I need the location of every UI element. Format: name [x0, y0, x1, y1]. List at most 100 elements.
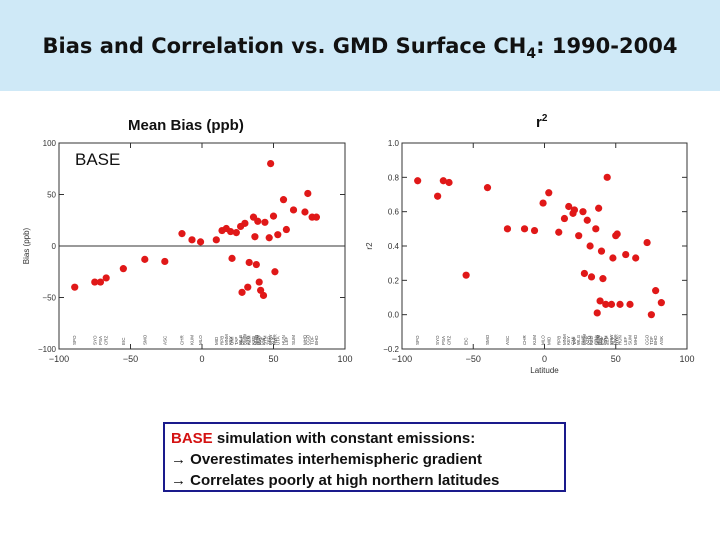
chart2-station-label: KZM: [588, 335, 593, 345]
chart1-station-label: TAP: [234, 337, 239, 345]
chart1-station-label: MLO: [198, 335, 203, 345]
chart2-station-label: PSA: [441, 336, 446, 345]
chart2-point: [613, 230, 621, 238]
chart2-station-label: BSC: [598, 335, 603, 345]
chart1-station-label: SMO: [142, 334, 147, 345]
chart1-station-label: SPO: [72, 335, 77, 345]
note-base-word: BASE: [171, 430, 213, 447]
note-line1: simulation with constant emissions:: [212, 430, 476, 447]
chart2-ytick-label: 0.4: [388, 242, 400, 251]
right-panel-label: r2: [536, 113, 548, 131]
chart2-point: [483, 184, 492, 192]
chart2-xtick-label: 100: [679, 354, 694, 364]
chart2-point: [583, 216, 591, 224]
chart2-point: [434, 192, 442, 200]
chart1-point: [245, 258, 253, 267]
chart2-point: [599, 275, 607, 283]
chart2-point: [565, 202, 573, 211]
chart1-station-label: KZM: [247, 335, 252, 345]
chart2-point: [539, 199, 547, 207]
chart1-station-label: ZEP: [267, 336, 272, 345]
chart1-point: [304, 189, 312, 198]
chart2-xtick-label: −100: [392, 354, 412, 364]
chart1-point: [238, 288, 246, 296]
chart1-station-label: HUN: [281, 335, 286, 345]
chart1-point: [119, 265, 127, 273]
chart1-point: [96, 278, 105, 286]
chart1-station-label: ALT: [271, 337, 276, 345]
chart1-station-label: SYO: [92, 335, 97, 345]
chart1-xtick-label: −50: [123, 354, 138, 364]
chart1-point: [244, 283, 252, 291]
chart2-point: [575, 232, 583, 240]
chart1-station-label: CHR: [179, 335, 184, 345]
chart2-point: [595, 204, 603, 212]
chart1-point: [161, 257, 169, 266]
chart1-point: [312, 213, 320, 221]
chart2-station-label: CRZ: [447, 336, 452, 345]
chart1-station-label: ASC: [162, 335, 167, 345]
chart2-point: [616, 300, 624, 308]
chart2-station-label: EIC: [464, 337, 469, 345]
chart1-point: [252, 260, 260, 269]
summary-note-box: BASE simulation with constant emissions:…: [163, 422, 566, 492]
chart1-ytick-label: 0: [52, 242, 57, 251]
chart1-point: [91, 278, 99, 286]
chart2-station-label: RPB: [556, 336, 561, 345]
chart2-point: [587, 273, 596, 281]
chart2-station-label: BHD: [653, 335, 658, 345]
chart1-station-label: TDF: [310, 336, 315, 345]
chart1-station-label: MHD: [302, 334, 307, 345]
chart1-point: [232, 229, 240, 237]
chart1-point: [301, 208, 309, 216]
base-scenario-label: BASE: [73, 150, 123, 170]
chart1-station-label: CRZ: [104, 336, 109, 345]
chart2-station-label: CHR: [522, 335, 527, 345]
chart2-point: [503, 225, 512, 233]
chart2-point: [520, 225, 529, 233]
chart2-station-label: MHD: [633, 334, 638, 345]
chart2-point: [643, 238, 651, 247]
chart2-point: [570, 206, 579, 214]
chart1-station-label: UTA: [275, 336, 280, 345]
chart2-station-label: MNM: [562, 334, 567, 345]
chart2-ytick-label: 1.0: [388, 139, 400, 148]
chart2-point: [602, 300, 610, 308]
chart2-point: [593, 309, 601, 317]
slide-title: Bias and Correlation vs. GMD Surface CH4…: [42, 34, 678, 63]
chart2-point: [609, 254, 617, 262]
chart2-point: [603, 173, 611, 181]
chart2-point: [439, 177, 447, 185]
chart2-station-label: BME: [580, 335, 585, 345]
chart2-point: [657, 299, 665, 307]
chart1-station-label: NWR: [272, 334, 277, 345]
chart2-point: [592, 225, 600, 233]
chart2-point: [597, 247, 606, 255]
chart2-point: [555, 228, 563, 236]
chart1-station-label: BSC: [257, 335, 262, 345]
chart2-station-label: ZEP: [605, 336, 610, 345]
chart1-station-label: KUM: [189, 335, 194, 345]
chart2-station-label: BMW: [582, 333, 587, 345]
chart2-xtick-label: 0: [542, 354, 547, 364]
chart1-point: [196, 238, 205, 246]
chart2-point: [445, 178, 453, 187]
chart1-station-label: ICE: [261, 337, 266, 345]
chart2-station-label: SMO: [485, 334, 490, 345]
chart1-ytick-label: −50: [42, 294, 56, 303]
chart2-station-label: KUM: [532, 335, 537, 345]
chart1-point: [251, 233, 259, 241]
chart1-station-label: GMI: [230, 337, 235, 346]
chart1-station-label: KEY: [228, 336, 233, 345]
chart1-point: [254, 217, 262, 225]
chart1-point: [178, 230, 186, 238]
chart1-station-label: MNM: [224, 334, 229, 345]
chart2-point: [414, 177, 422, 185]
chart1-station-label: AZR: [245, 335, 250, 345]
chart1-point: [269, 212, 278, 220]
chart1-xtick-label: 50: [268, 354, 278, 364]
chart2-point: [632, 254, 640, 262]
chart2-station-label: SUM: [628, 335, 633, 345]
chart2-xtick-label: 50: [611, 354, 621, 364]
title-banner: [0, 0, 720, 91]
